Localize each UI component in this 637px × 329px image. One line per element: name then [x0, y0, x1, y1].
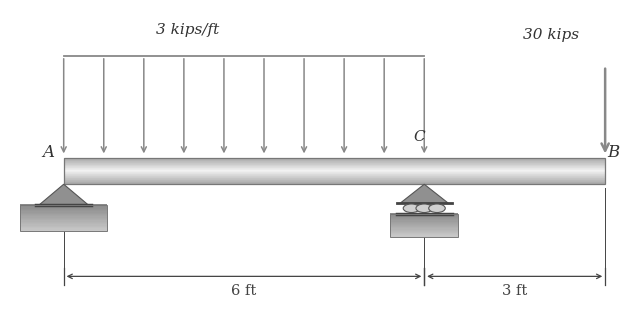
- Bar: [20, 211, 107, 213]
- Bar: [64, 183, 605, 184]
- Bar: [64, 174, 605, 175]
- Bar: [64, 173, 605, 174]
- Bar: [390, 224, 458, 225]
- Bar: [64, 166, 605, 167]
- Bar: [390, 225, 458, 226]
- Bar: [390, 232, 458, 233]
- Bar: [64, 165, 605, 166]
- Bar: [20, 225, 107, 227]
- Text: 3 kips/ft: 3 kips/ft: [156, 23, 220, 37]
- Bar: [390, 229, 458, 231]
- Bar: [64, 178, 605, 179]
- Text: C: C: [413, 130, 425, 143]
- Text: 30 kips: 30 kips: [523, 28, 579, 41]
- Bar: [390, 235, 458, 237]
- Bar: [64, 175, 605, 176]
- Bar: [20, 208, 107, 210]
- Bar: [20, 220, 107, 222]
- Bar: [64, 170, 605, 171]
- Bar: [64, 158, 605, 159]
- Bar: [390, 234, 458, 236]
- Bar: [64, 177, 605, 178]
- Polygon shape: [400, 184, 448, 203]
- Bar: [390, 221, 458, 223]
- Bar: [64, 179, 605, 180]
- Bar: [390, 227, 458, 228]
- Bar: [64, 161, 605, 162]
- Bar: [64, 159, 605, 160]
- Bar: [390, 214, 458, 237]
- Bar: [64, 169, 605, 170]
- Circle shape: [429, 204, 445, 213]
- Bar: [64, 165, 605, 166]
- Bar: [390, 215, 458, 217]
- Bar: [20, 229, 107, 231]
- Bar: [20, 210, 107, 211]
- Bar: [64, 160, 605, 161]
- Bar: [64, 158, 605, 184]
- Bar: [390, 228, 458, 230]
- Bar: [64, 175, 605, 176]
- Bar: [64, 176, 605, 177]
- Bar: [20, 219, 107, 220]
- Bar: [64, 172, 605, 173]
- Bar: [64, 169, 605, 170]
- Text: 3 ft: 3 ft: [502, 284, 527, 298]
- Bar: [64, 162, 605, 163]
- Circle shape: [416, 204, 433, 213]
- Bar: [20, 216, 107, 218]
- Bar: [20, 221, 107, 223]
- Bar: [64, 180, 605, 181]
- Text: A: A: [42, 144, 54, 162]
- Bar: [20, 212, 107, 214]
- Bar: [20, 206, 107, 207]
- Bar: [64, 168, 605, 169]
- Bar: [64, 179, 605, 180]
- Bar: [64, 181, 605, 182]
- Bar: [390, 215, 458, 216]
- Bar: [20, 205, 107, 231]
- Bar: [64, 173, 605, 174]
- Bar: [390, 233, 458, 234]
- Bar: [20, 204, 107, 206]
- Bar: [64, 160, 605, 161]
- Bar: [20, 228, 107, 230]
- Bar: [390, 230, 458, 232]
- Bar: [64, 158, 605, 159]
- Bar: [20, 207, 107, 209]
- Circle shape: [403, 204, 420, 213]
- Bar: [64, 182, 605, 183]
- Bar: [64, 171, 605, 172]
- Bar: [390, 213, 458, 215]
- Bar: [64, 181, 605, 182]
- Bar: [20, 215, 107, 216]
- Bar: [390, 217, 458, 218]
- Bar: [20, 224, 107, 226]
- Bar: [20, 227, 107, 228]
- Text: B: B: [607, 144, 620, 162]
- Bar: [64, 164, 605, 165]
- Bar: [64, 177, 605, 178]
- Bar: [20, 214, 107, 215]
- Bar: [64, 167, 605, 168]
- Bar: [64, 167, 605, 168]
- Bar: [390, 220, 458, 222]
- Bar: [64, 163, 605, 164]
- Bar: [64, 183, 605, 184]
- Bar: [390, 219, 458, 220]
- Bar: [20, 223, 107, 224]
- Bar: [64, 171, 605, 172]
- Polygon shape: [39, 184, 88, 205]
- Text: 6 ft: 6 ft: [231, 284, 257, 298]
- Bar: [20, 217, 107, 219]
- Bar: [390, 218, 458, 219]
- Bar: [390, 222, 458, 224]
- Bar: [64, 162, 605, 163]
- Bar: [390, 226, 458, 227]
